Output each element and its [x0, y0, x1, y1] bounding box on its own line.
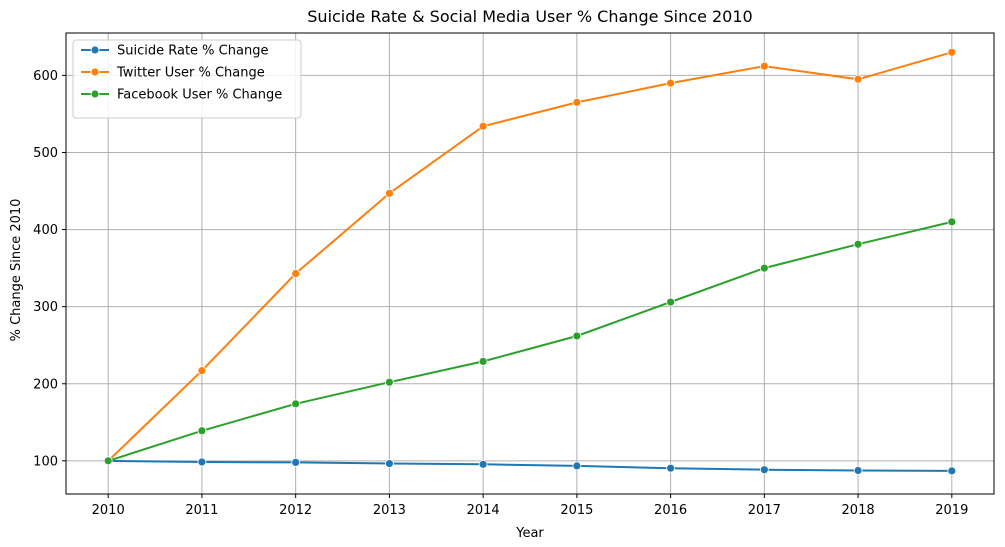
- legend-label: Facebook User % Change: [117, 88, 282, 103]
- x-tick-label: 2013: [373, 503, 406, 518]
- legend-entry: Twitter User % Change: [81, 66, 265, 81]
- series-0: [103, 456, 957, 476]
- data-point: [291, 399, 301, 409]
- data-point: [384, 188, 394, 198]
- grid-layer: [66, 33, 994, 494]
- legend-swatch-marker: [90, 45, 100, 55]
- legend-entry: Facebook User % Change: [81, 88, 282, 103]
- data-point: [478, 357, 488, 366]
- y-axis: 100 200 300 400 500 600: [33, 69, 66, 469]
- data-point: [197, 366, 207, 376]
- y-tick-label: 100: [33, 454, 58, 469]
- plot-frame: [65, 32, 995, 495]
- data-point: [666, 297, 676, 307]
- data-point: [384, 377, 394, 387]
- y-tick-label: 500: [33, 146, 58, 161]
- data-point: [853, 74, 863, 84]
- data-point: [572, 331, 582, 341]
- data-point: [572, 461, 582, 471]
- data-point: [853, 466, 863, 475]
- legend-label: Twitter User % Change: [116, 66, 265, 81]
- series-layer: [103, 47, 957, 476]
- y-tick-label: 200: [33, 377, 58, 392]
- data-point: [478, 121, 488, 131]
- data-point: [666, 463, 676, 473]
- y-tick-label: 600: [33, 69, 58, 84]
- x-tick-label: 2017: [748, 503, 781, 518]
- data-point: [384, 459, 394, 468]
- y-tick-label: 400: [33, 223, 58, 238]
- data-point: [103, 456, 113, 466]
- data-point: [197, 426, 207, 436]
- y-axis-label: % Change Since 2010: [9, 199, 24, 342]
- data-point: [572, 97, 582, 107]
- x-tick-label: 2016: [654, 503, 687, 518]
- data-point: [291, 457, 301, 467]
- data-point: [759, 61, 769, 71]
- legend-entry: Suicide Rate % Change: [81, 44, 268, 59]
- data-point: [666, 78, 676, 88]
- y-tick-label: 300: [33, 300, 58, 315]
- x-tick-label: 2018: [842, 503, 875, 518]
- data-point: [947, 47, 957, 57]
- series-line: [108, 459, 952, 472]
- legend-label: Suicide Rate % Change: [117, 44, 268, 59]
- chart-title: Suicide Rate & Social Media User % Chang…: [307, 7, 752, 26]
- x-tick-label: 2014: [467, 503, 500, 518]
- x-tick-label: 2019: [935, 503, 968, 518]
- data-point: [197, 457, 207, 467]
- data-point: [947, 466, 957, 476]
- legend-swatch-marker: [90, 67, 100, 77]
- x-tick-label: 2012: [279, 503, 312, 518]
- legend-swatch-marker: [90, 89, 100, 99]
- legend-frame: [72, 39, 302, 119]
- series-line: [107, 51, 953, 462]
- series-2: [103, 217, 957, 466]
- series-line: [107, 220, 953, 462]
- data-point: [947, 217, 957, 227]
- x-tick-label: 2011: [185, 503, 218, 518]
- data-point: [853, 239, 863, 249]
- legend: Suicide Rate % Change Twitter User % Chan…: [72, 39, 302, 119]
- data-point: [291, 269, 301, 278]
- data-point: [759, 263, 769, 273]
- x-axis: 2010 2011 2012 2013 2014 2015 2016 2017 2018 2019: [92, 494, 968, 518]
- x-axis-label: Year: [515, 526, 544, 541]
- x-tick-label: 2010: [92, 503, 125, 518]
- x-tick-label: 2015: [560, 503, 593, 518]
- data-point: [478, 459, 488, 469]
- data-point: [759, 465, 769, 475]
